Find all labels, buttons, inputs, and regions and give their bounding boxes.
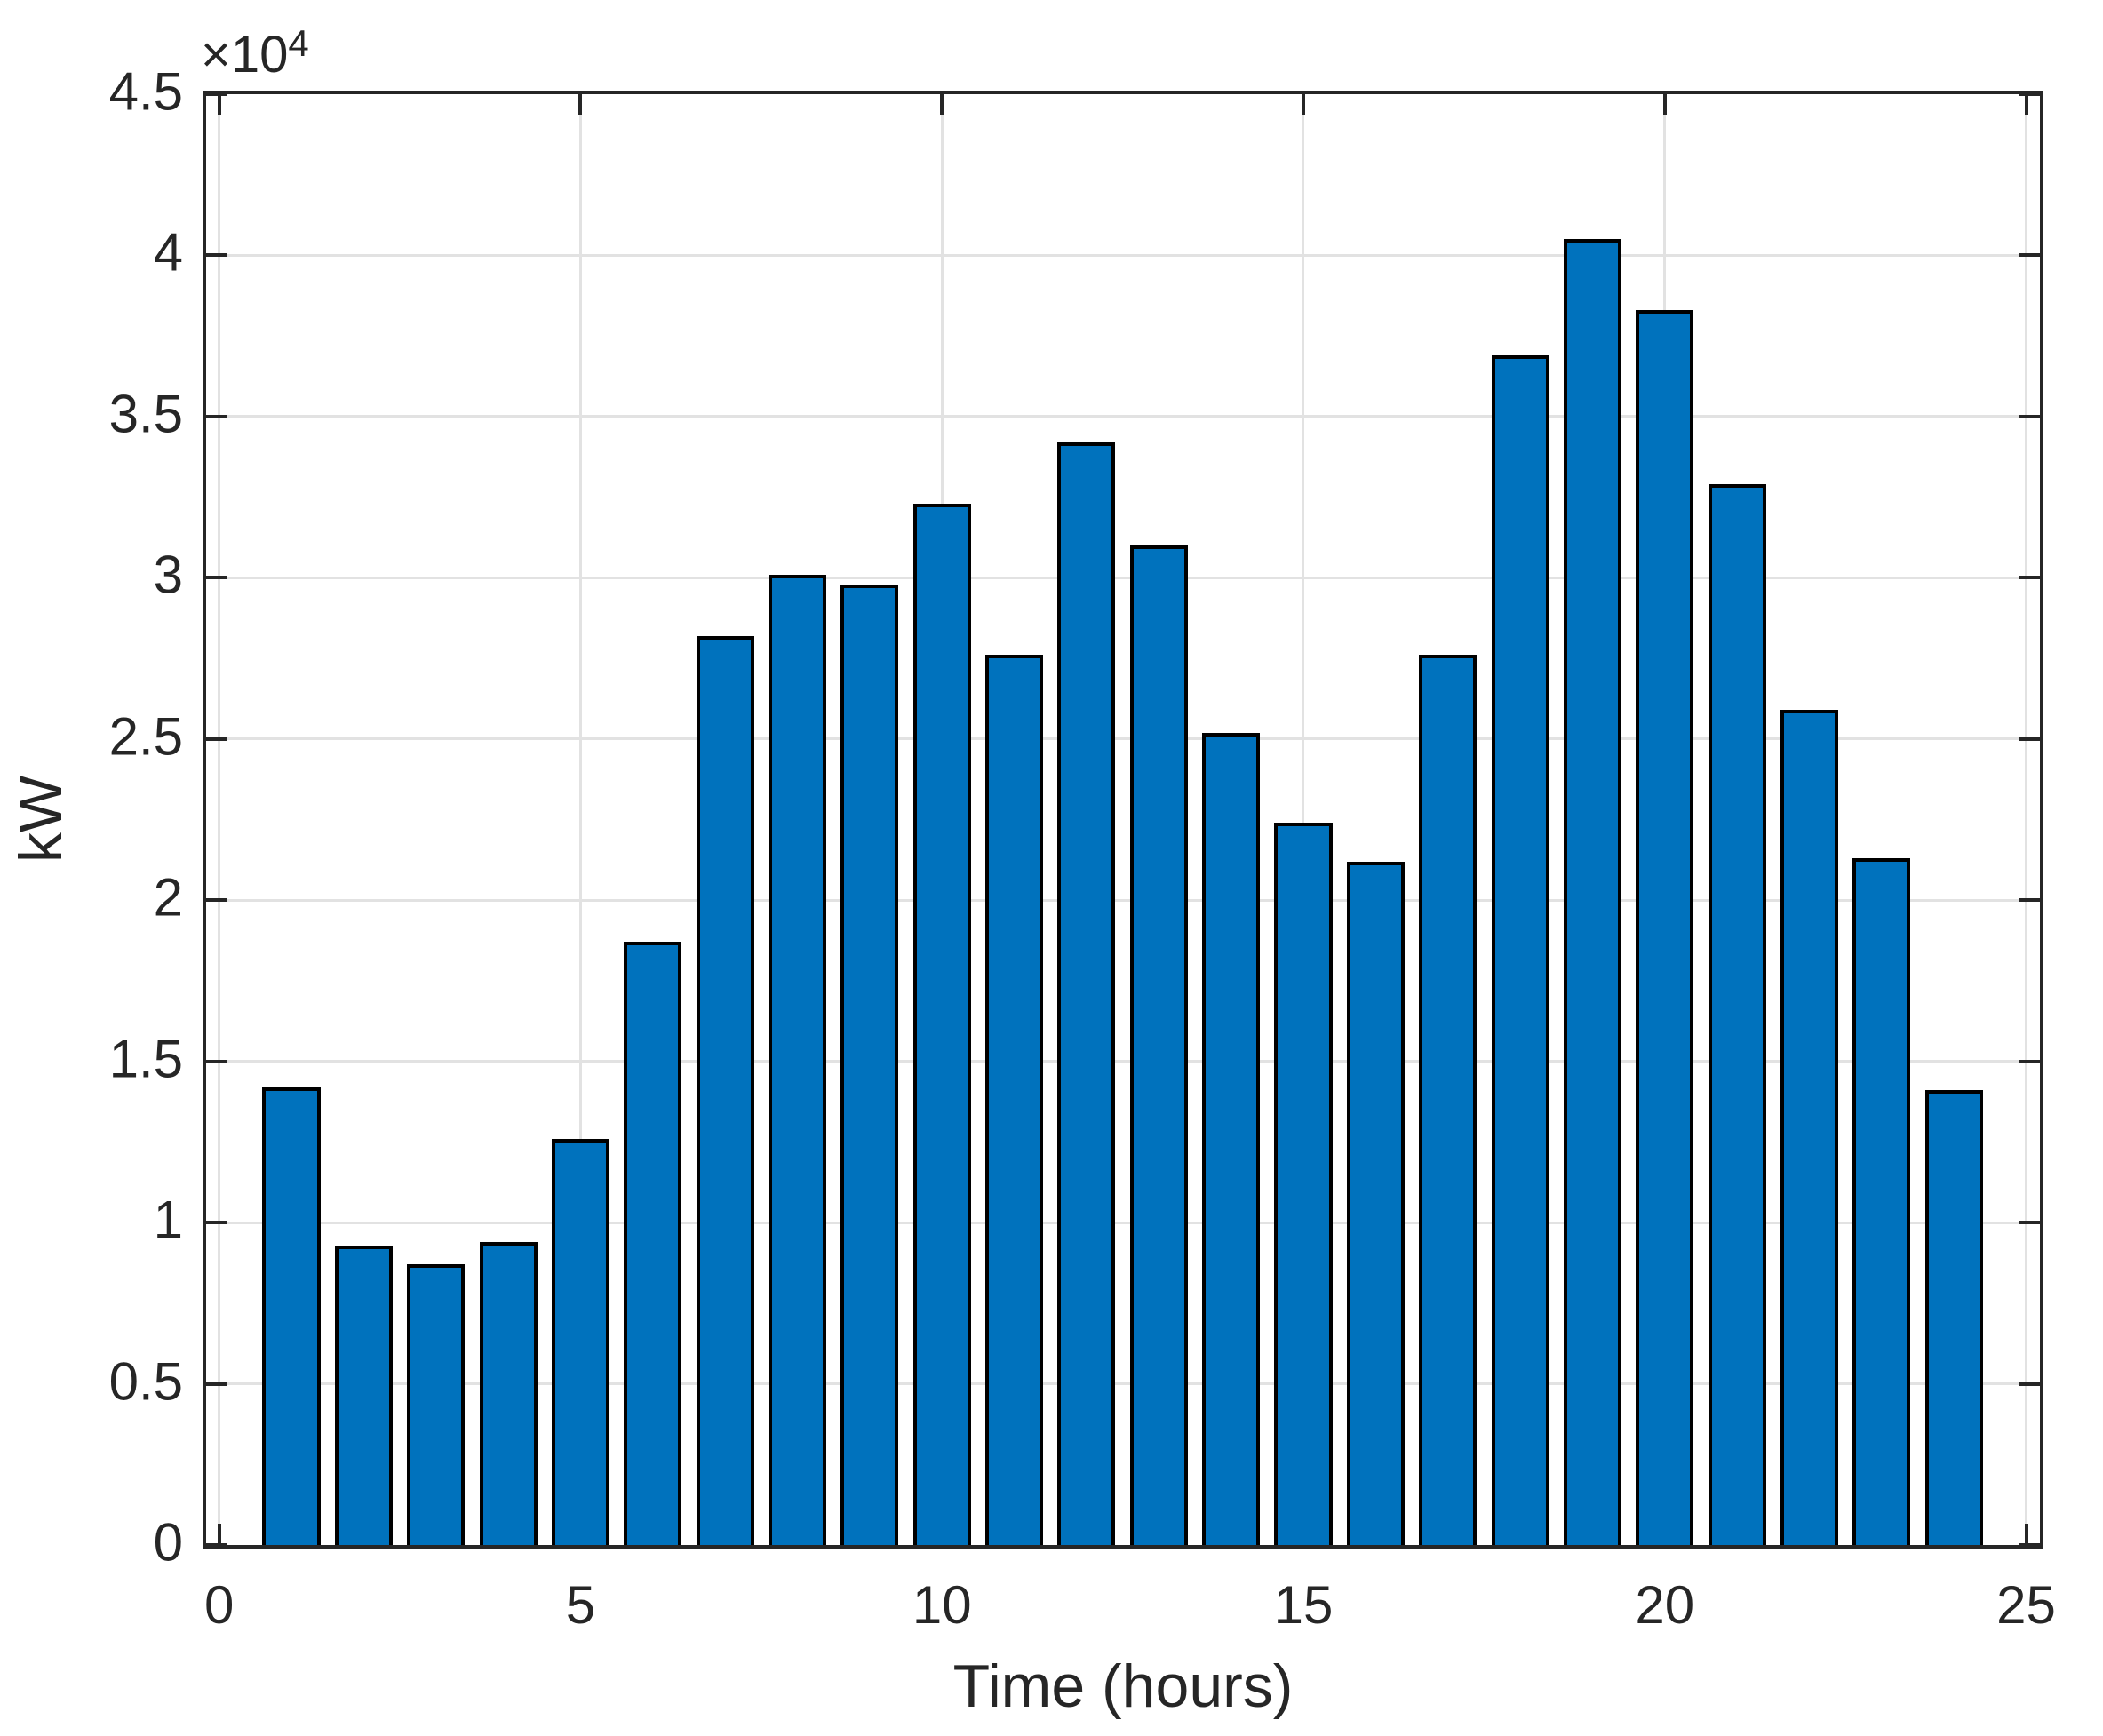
- bar: [1129, 545, 1188, 1545]
- bar: [696, 635, 754, 1545]
- y-tick-mark: [206, 1059, 227, 1063]
- y-tick-label: 3.5: [108, 384, 183, 444]
- bar: [840, 584, 899, 1545]
- y-tick-mark: [2019, 898, 2040, 903]
- plot-area: [203, 91, 2043, 1549]
- gridline-horizontal: [206, 1060, 2040, 1063]
- bar: [334, 1245, 393, 1545]
- bar: [1491, 354, 1549, 1545]
- gridline-horizontal: [206, 737, 2040, 741]
- bar: [1346, 861, 1405, 1545]
- bar: [1780, 710, 1838, 1545]
- gridline-horizontal: [206, 1382, 2040, 1386]
- bar: [912, 503, 971, 1545]
- bar: [551, 1138, 609, 1545]
- x-tick-mark: [1301, 94, 1305, 115]
- y-tick-label: 0.5: [108, 1351, 183, 1412]
- y-tick-mark: [2019, 1382, 2040, 1386]
- bar: [624, 942, 682, 1545]
- y-axis-multiplier-exponent: 4: [288, 22, 309, 64]
- y-tick-mark: [2019, 92, 2040, 96]
- x-tick-label: 10: [912, 1575, 972, 1635]
- gridline-horizontal: [206, 576, 2040, 579]
- bar: [985, 655, 1044, 1545]
- y-tick-mark: [206, 1382, 227, 1386]
- x-tick-mark: [217, 1524, 221, 1545]
- y-axis-exponent-label: ×104: [201, 25, 309, 81]
- x-tick-label: 25: [1996, 1575, 2056, 1635]
- y-axis-multiplier-base: ×10: [201, 26, 289, 84]
- x-tick-mark: [217, 94, 221, 115]
- y-tick-mark: [206, 576, 227, 580]
- bar: [262, 1087, 321, 1545]
- x-tick-label: 5: [565, 1575, 596, 1635]
- bar: [1057, 442, 1116, 1545]
- x-tick-label: 15: [1273, 1575, 1334, 1635]
- y-tick-mark: [206, 92, 227, 96]
- y-tick-label: 2.5: [108, 706, 183, 767]
- y-tick-mark: [206, 1221, 227, 1225]
- y-tick-label: 4.5: [108, 61, 183, 122]
- bar: [1202, 732, 1261, 1545]
- x-tick-mark: [940, 94, 944, 115]
- y-tick-label: 4: [153, 223, 183, 283]
- bar: [1636, 310, 1694, 1545]
- x-tick-label: 0: [203, 1575, 235, 1635]
- y-tick-mark: [2019, 1059, 2040, 1063]
- y-tick-mark: [206, 414, 227, 418]
- y-tick-mark: [206, 898, 227, 903]
- y-tick-mark: [2019, 253, 2040, 258]
- bar: [768, 574, 827, 1545]
- y-tick-label: 1: [153, 1190, 183, 1250]
- x-axis-label: Time (hours): [952, 1652, 1294, 1720]
- gridline-horizontal: [206, 898, 2040, 902]
- bar: [1274, 823, 1333, 1545]
- y-tick-mark: [206, 1543, 227, 1547]
- bar: [1708, 484, 1766, 1545]
- gridline-horizontal: [206, 415, 2040, 418]
- gridline-vertical: [218, 94, 221, 1545]
- gridline-vertical: [2025, 94, 2028, 1545]
- gridline-vertical: [1302, 94, 1305, 1545]
- bar: [407, 1264, 466, 1545]
- gridline-horizontal: [206, 1221, 2040, 1224]
- x-tick-mark: [578, 94, 583, 115]
- y-tick-mark: [206, 253, 227, 258]
- bar: [1852, 858, 1911, 1545]
- bar: [1563, 239, 1621, 1545]
- gridline-vertical: [578, 94, 582, 1545]
- y-tick-mark: [2019, 414, 2040, 418]
- x-tick-label: 20: [1635, 1575, 1695, 1635]
- y-tick-label: 1.5: [108, 1029, 183, 1089]
- y-tick-mark: [2019, 576, 2040, 580]
- y-axis-label: kW: [7, 775, 75, 864]
- x-tick-mark: [2024, 94, 2028, 115]
- x-tick-mark: [2024, 1524, 2028, 1545]
- y-tick-label: 3: [153, 545, 183, 605]
- gridline-horizontal: [206, 253, 2040, 257]
- y-tick-label: 0: [153, 1512, 183, 1573]
- y-tick-mark: [2019, 737, 2040, 741]
- bar: [1924, 1090, 1983, 1545]
- bar: [1419, 655, 1478, 1545]
- y-tick-mark: [2019, 1543, 2040, 1547]
- y-tick-label: 2: [153, 867, 183, 928]
- y-tick-mark: [206, 737, 227, 741]
- bar: [479, 1241, 538, 1545]
- y-tick-mark: [2019, 1221, 2040, 1225]
- x-tick-mark: [1662, 94, 1667, 115]
